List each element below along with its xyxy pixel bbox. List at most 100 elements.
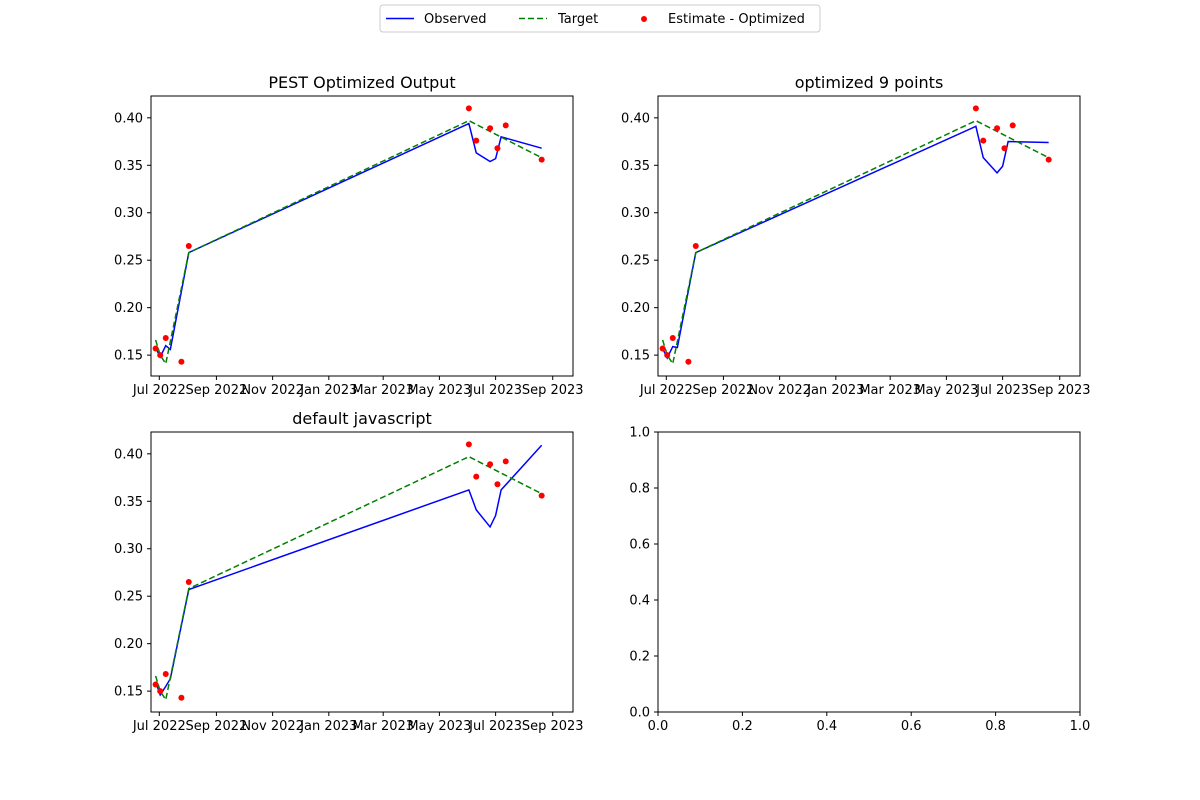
estimate-point xyxy=(494,481,501,488)
x-tick-label: Jul 2022 xyxy=(639,383,693,398)
estimate-point xyxy=(487,125,494,132)
estimate-point xyxy=(185,578,192,585)
estimate-point xyxy=(994,125,1001,132)
x-tick-label: Sep 2022 xyxy=(693,383,755,398)
observed-line xyxy=(154,122,542,359)
estimate-point xyxy=(178,358,185,365)
estimate-point xyxy=(502,458,509,465)
y-tick-label: 0.15 xyxy=(114,685,143,700)
x-tick-label: Nov 2022 xyxy=(241,383,304,398)
y-tick-label: 0.35 xyxy=(114,159,143,174)
axes-frame xyxy=(657,431,1081,713)
subplot-title: optimized 9 points xyxy=(795,73,944,92)
x-tick-label: Jan 2023 xyxy=(806,383,864,398)
observed-line xyxy=(154,444,543,697)
x-tick-label: Jul 2023 xyxy=(975,383,1029,398)
y-tick-label: 0.30 xyxy=(114,542,143,557)
plot-area xyxy=(659,105,1052,366)
x-tick-label: Jan 2023 xyxy=(299,383,357,398)
axes-frame xyxy=(150,431,574,713)
x-tick-label: Sep 2023 xyxy=(522,719,584,734)
legend-frame xyxy=(379,4,821,33)
estimate-point xyxy=(465,441,472,448)
y-tick-label: 0.35 xyxy=(114,495,143,510)
x-tick-label: Jul 2022 xyxy=(132,383,186,398)
estimate-point xyxy=(664,352,671,359)
x-tick-label: Jul 2022 xyxy=(132,719,186,734)
y-tick-label: 0.30 xyxy=(621,206,650,221)
x-tick-label: Sep 2022 xyxy=(186,719,248,734)
y-tick-label: 0.25 xyxy=(621,254,650,269)
estimate-point xyxy=(157,688,164,695)
estimate-point xyxy=(157,352,164,359)
legend: Observed Target Estimate - Optimized xyxy=(379,4,821,33)
y-tick-label: 0.2 xyxy=(629,650,650,665)
axes-frame xyxy=(657,95,1081,377)
x-tick-label: 0.0 xyxy=(648,719,669,734)
y-tick-label: 0.40 xyxy=(114,111,143,126)
estimate-point xyxy=(494,145,501,152)
observed-line xyxy=(661,125,1049,360)
estimate-point xyxy=(185,242,192,249)
x-tick-label: Mar 2023 xyxy=(859,383,921,398)
y-tick-label: 0.30 xyxy=(114,206,143,221)
estimate-point xyxy=(162,335,169,342)
estimate-point xyxy=(178,694,185,701)
x-tick-label: Mar 2023 xyxy=(352,383,414,398)
legend-observed-label: Observed xyxy=(424,12,487,27)
estimate-point xyxy=(980,137,987,144)
x-tick-label: 1.0 xyxy=(1070,719,1091,734)
y-tick-label: 0.6 xyxy=(629,538,650,553)
y-tick-label: 0.8 xyxy=(629,482,650,497)
legend-estimate-dot-icon xyxy=(641,16,647,22)
estimate-point xyxy=(152,345,159,352)
subplot-empty: 0.0 0.2 0.4 0.6 0.8 1.0 0.0 0.2 0.4 0.6 0.8 1.0 xyxy=(629,426,1090,735)
estimate-point xyxy=(473,137,480,144)
estimate-point xyxy=(1009,122,1016,129)
x-tick-label: Sep 2023 xyxy=(1029,383,1091,398)
x-tick-label: 0.6 xyxy=(901,719,922,734)
x-tick-label: 0.2 xyxy=(732,719,753,734)
x-tick-label: Jan 2023 xyxy=(299,719,357,734)
estimate-point xyxy=(685,358,692,365)
axes-frame xyxy=(150,95,574,377)
estimate-point xyxy=(487,461,494,468)
legend-estimate-label: Estimate - Optimized xyxy=(668,12,805,27)
estimate-point xyxy=(972,105,979,112)
x-tick-label: May 2023 xyxy=(914,383,978,398)
estimate-point xyxy=(502,122,509,129)
y-tick-label: 0.40 xyxy=(114,447,143,462)
x-tick-label: Nov 2022 xyxy=(748,383,811,398)
x-tick-label: Sep 2023 xyxy=(522,383,584,398)
estimate-point xyxy=(1001,145,1008,152)
y-tick-label: 0.20 xyxy=(114,301,143,316)
legend-target-label: Target xyxy=(557,12,598,27)
estimate-point xyxy=(659,345,666,352)
x-tick-label: May 2023 xyxy=(407,383,471,398)
plot-area xyxy=(152,105,545,366)
subplot-title: default javascript xyxy=(292,409,432,428)
x-tick-label: 0.4 xyxy=(816,719,837,734)
estimate-point xyxy=(1045,156,1052,163)
subplot-pest-optimized: PEST Optimized Output Jul 2022 Sep 2022No… xyxy=(114,73,584,398)
x-tick-label: 0.8 xyxy=(985,719,1006,734)
y-tick-label: 0.25 xyxy=(114,590,143,605)
estimate-point xyxy=(538,492,545,499)
x-tick-label: Sep 2022 xyxy=(186,383,248,398)
y-tick-label: 0.15 xyxy=(621,349,650,364)
y-tick-label: 1.0 xyxy=(629,426,650,441)
y-tick-label: 0.4 xyxy=(629,594,650,609)
estimate-point xyxy=(692,242,699,249)
y-tick-label: 0.35 xyxy=(621,159,650,174)
x-tick-label: Jul 2023 xyxy=(468,719,522,734)
estimate-point xyxy=(538,156,545,163)
y-tick-label: 0.20 xyxy=(621,301,650,316)
y-tick-label: 0.25 xyxy=(114,254,143,269)
y-tick-label: 0.0 xyxy=(629,706,650,721)
y-tick-label: 0.20 xyxy=(114,637,143,652)
x-tick-label: Jul 2023 xyxy=(468,383,522,398)
